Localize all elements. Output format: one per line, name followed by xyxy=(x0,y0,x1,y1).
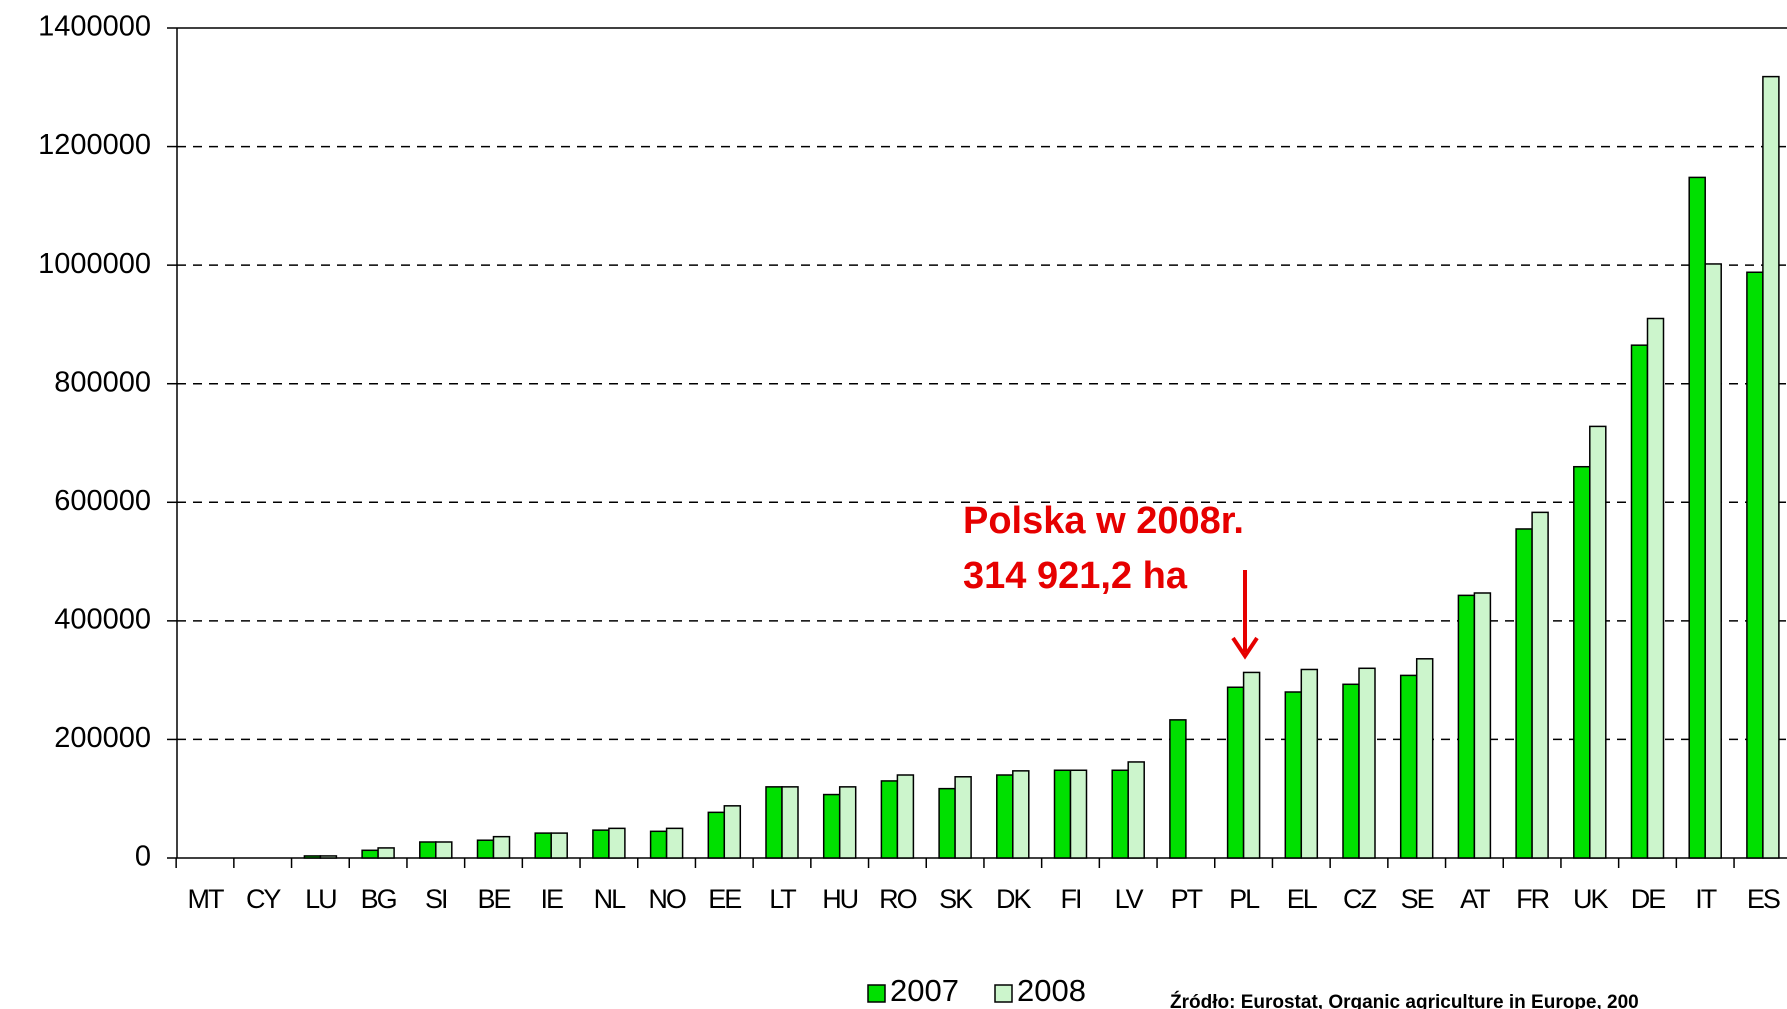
bar xyxy=(1053,769,1072,859)
bar xyxy=(1630,344,1649,859)
bar xyxy=(723,805,742,859)
y-tick-label: 0 xyxy=(135,841,151,873)
bar xyxy=(608,827,626,859)
x-tick-label: PL xyxy=(1229,884,1260,914)
bar xyxy=(822,793,841,859)
bar xyxy=(319,855,338,859)
legend-label: 2008 xyxy=(1017,973,1086,1008)
x-tick-label: IE xyxy=(540,884,563,914)
bar xyxy=(1457,594,1476,859)
x-tick-label: BG xyxy=(361,884,396,914)
x-tick-label: BE xyxy=(477,884,510,914)
x-tick-label: LT xyxy=(769,884,796,914)
bar xyxy=(707,811,726,859)
x-tick-label: DE xyxy=(1631,884,1665,914)
bar xyxy=(880,780,899,859)
bar xyxy=(361,849,379,859)
bar xyxy=(649,830,668,859)
x-tick-label: RO xyxy=(879,884,916,914)
y-tick-label: 800000 xyxy=(54,366,151,398)
bar xyxy=(1300,668,1319,859)
annotation: 314 921,2 ha xyxy=(963,555,1188,597)
bar xyxy=(954,776,972,859)
bar xyxy=(1704,263,1722,859)
annotation: Polska w 2008r. xyxy=(963,500,1244,542)
bar xyxy=(1358,667,1376,859)
x-tick-label: EE xyxy=(708,884,741,914)
x-tick-label: NL xyxy=(594,884,626,914)
y-tick-label: 1000000 xyxy=(38,248,151,280)
bar xyxy=(592,829,610,859)
bar xyxy=(765,786,783,859)
bar xyxy=(1342,683,1360,859)
bar xyxy=(377,847,395,859)
bar xyxy=(1012,770,1030,859)
x-tick-label: HU xyxy=(822,884,857,914)
y-tick-label: 1400000 xyxy=(38,11,151,43)
bar xyxy=(435,841,453,859)
bar xyxy=(1111,769,1129,859)
x-tick-label: IT xyxy=(1695,884,1717,914)
legend-swatch xyxy=(867,984,886,1003)
x-tick-label: ES xyxy=(1747,884,1780,914)
bar xyxy=(781,786,799,859)
bar xyxy=(492,835,511,859)
bar xyxy=(1515,528,1533,859)
bar xyxy=(419,841,437,859)
bar xyxy=(1746,271,1764,859)
x-tick-label: AT xyxy=(1460,884,1490,914)
bar xyxy=(303,855,322,859)
bar xyxy=(665,827,684,859)
bar xyxy=(896,774,915,859)
bar xyxy=(1284,691,1303,859)
bar xyxy=(1531,511,1549,859)
y-tick-label: 1200000 xyxy=(38,129,151,161)
x-tick-label: UK xyxy=(1573,884,1608,914)
x-tick-label: LV xyxy=(1115,884,1144,914)
y-tick-label: 200000 xyxy=(54,722,151,754)
bar xyxy=(938,787,956,859)
x-tick-label: LU xyxy=(305,884,336,914)
bar xyxy=(1589,425,1607,859)
x-tick-label: FR xyxy=(1516,884,1549,914)
x-tick-label: FI xyxy=(1061,884,1081,914)
bar xyxy=(1688,176,1706,859)
arrow-head xyxy=(1231,636,1259,660)
y-tick-label: 600000 xyxy=(54,485,151,517)
x-tick-label: MT xyxy=(188,884,224,914)
bar xyxy=(1473,592,1492,859)
bar xyxy=(1069,769,1088,859)
bar xyxy=(1415,658,1434,859)
bar xyxy=(1127,761,1145,859)
bar xyxy=(1646,317,1665,859)
legend-swatch xyxy=(994,984,1013,1003)
x-tick-label: NO xyxy=(648,884,685,914)
x-tick-label: EL xyxy=(1287,884,1318,914)
source: Źródło: Eurostat, Organic agriculture in… xyxy=(1170,991,1639,1009)
bar xyxy=(550,832,568,859)
bar xyxy=(534,832,552,859)
bar xyxy=(1169,719,1187,859)
bar xyxy=(996,774,1014,859)
bar xyxy=(1573,465,1591,859)
legend-label: 2007 xyxy=(890,973,959,1008)
x-tick-label: DK xyxy=(996,884,1031,914)
y-tick-label: 400000 xyxy=(54,604,151,636)
x-tick-label: SI xyxy=(425,884,447,914)
bar xyxy=(1242,671,1261,859)
x-tick-label: SE xyxy=(1401,884,1434,914)
x-tick-label: PT xyxy=(1171,884,1203,914)
bar xyxy=(1762,75,1780,859)
bar xyxy=(476,839,495,859)
x-tick-label: CZ xyxy=(1343,884,1376,914)
bar xyxy=(838,786,857,859)
x-tick-label: SK xyxy=(939,884,973,914)
bar xyxy=(1226,686,1245,859)
x-tick-label: CY xyxy=(246,884,281,914)
bar xyxy=(1399,674,1418,859)
